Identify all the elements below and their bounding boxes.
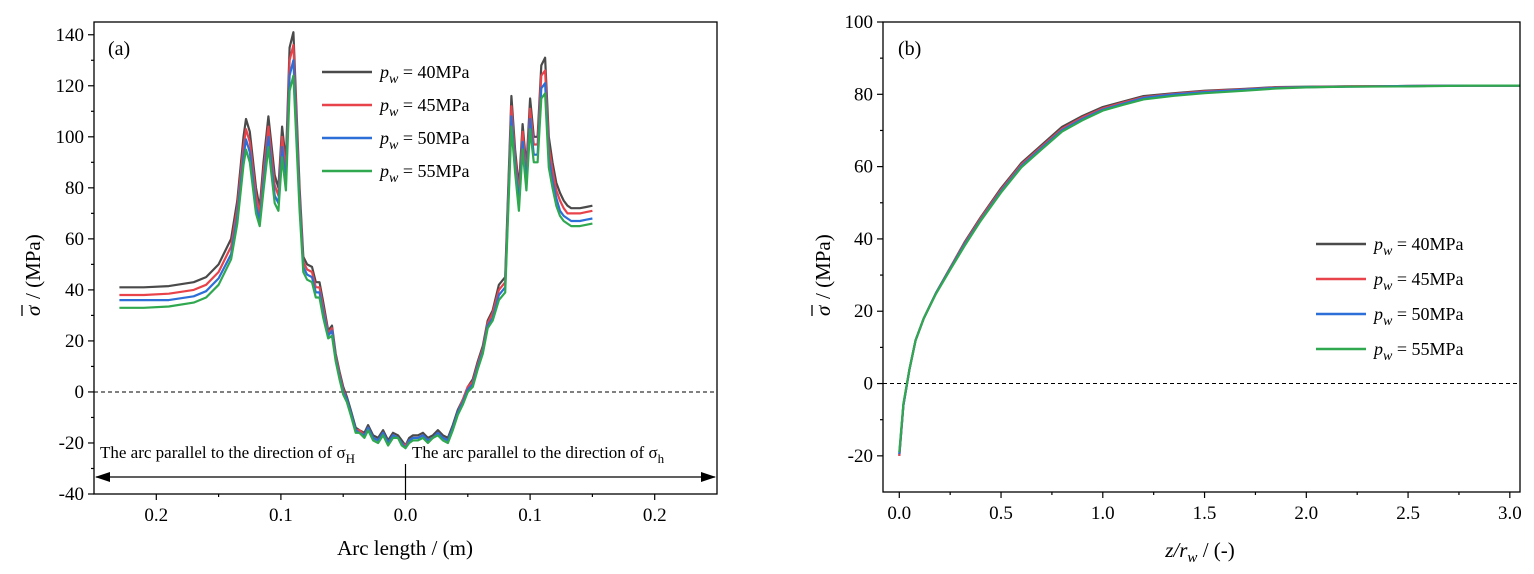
panel-a-series-lines [119,31,593,450]
series-line-55MPa [119,74,593,450]
x-tick-label: 3.0 [1498,503,1522,524]
panel-b-series-lines [898,84,1520,456]
panel-b-y-ticks: -20 0 20 40 60 80 100 [845,12,883,467]
series-line-55MPa [898,84,1520,453]
y-tick-label: 80 [854,84,873,105]
legend-entry-label: pw = 55MPa [378,161,470,186]
x-tick-label: 0.1 [518,505,542,526]
annotation-right: The arc parallel to the direction of σh [412,443,665,466]
panel-a-x-ticks: 0.2 0.1 0.0 0.1 0.2 [144,494,667,526]
panel-b-x-axis-title: z/rw / (-) [1164,538,1235,566]
x-tick-label: 1.5 [1193,503,1217,524]
panel-a-y-symbol: σ [21,304,45,316]
x-tick-label: 0.5 [989,503,1013,524]
x-tick-label: 0.1 [269,505,293,526]
panel-b-label: (b) [898,38,921,60]
x-tick-label: 2.5 [1396,503,1420,524]
legend-entry-label: pw = 55MPa [1372,339,1464,364]
y-tick-label: 20 [65,331,84,352]
y-tick-label: 60 [854,157,873,178]
y-tick-label: 40 [854,229,873,250]
y-tick-label: -40 [59,484,84,505]
panel-b-y-axis-title: σ / (MPa) [811,234,835,316]
panel-a-frame [93,21,718,495]
panel-a-y-unit: / (MPa) [21,234,45,299]
panel-b-stress-vs-normalized-depth: -20 0 20 40 60 80 100 0.0 0.5 1.0 1.5 2.0 2.5 3.0 (b… [811,12,1522,566]
y-tick-label: 60 [65,229,84,250]
legend-entry-label: pw = 40MPa [1372,234,1464,259]
y-tick-label: 0 [75,382,85,403]
x-tick-label: 2.0 [1294,503,1318,524]
annotation-left-sub: H [346,451,355,466]
panel-b-y-unit: / (MPa) [811,234,835,299]
panel-b-frame [882,21,1521,493]
x-tick-label: 0.0 [887,503,911,524]
x-tick-label: 0.2 [144,505,168,526]
panel-a-label: (a) [108,38,130,60]
y-tick-label: 100 [845,12,874,33]
y-tick-label: 140 [56,25,85,46]
panel-a-y-axis-title: σ / (MPa) [21,234,45,316]
legend-entry-label: pw = 50MPa [1372,304,1464,329]
annotation-left: The arc parallel to the direction of σH [100,443,355,466]
series-line-40MPa [119,31,593,447]
y-tick-label: 120 [56,76,85,97]
panel-b-y-symbol: σ [811,304,835,316]
y-tick-label: 0 [864,374,874,395]
panel-a-x-axis-title: Arc length / (m) [337,536,473,560]
y-tick-label: -20 [848,446,873,467]
x-tick-label: 1.0 [1091,503,1115,524]
right-arrowhead-icon [701,472,716,482]
legend-entry-label: pw = 40MPa [378,62,470,87]
panel-a-legend: pw = 40MPa pw = 45MPa pw = 50MPa pw = 55MPa [322,62,470,186]
y-tick-label: -20 [59,433,84,454]
panel-b-legend: pw = 40MPa pw = 45MPa pw = 50MPa pw = 55MPa [1316,234,1464,364]
annotation-right-sub: h [658,451,665,466]
x-tick-label: 0.2 [643,505,667,526]
y-tick-label: 20 [854,301,873,322]
legend-entry-label: pw = 50MPa [378,128,470,153]
y-tick-label: 100 [56,127,85,148]
y-tick-label: 40 [65,280,84,301]
legend-entry-label: pw = 45MPa [1372,269,1464,294]
panel-a-direction-arrows: The arc parallel to the direction of σH … [95,443,716,494]
panel-b-x-ticks: 0.0 0.5 1.0 1.5 2.0 2.5 3.0 [887,492,1522,524]
x-tick-label: 0.0 [394,505,418,526]
series-line-50MPa [119,59,593,450]
legend-entry-label: pw = 45MPa [378,95,470,120]
y-tick-label: 80 [65,178,84,199]
panel-a-y-ticks: -40 -20 0 20 40 60 80 100 120 140 [56,25,94,505]
left-arrowhead-icon [95,472,110,482]
